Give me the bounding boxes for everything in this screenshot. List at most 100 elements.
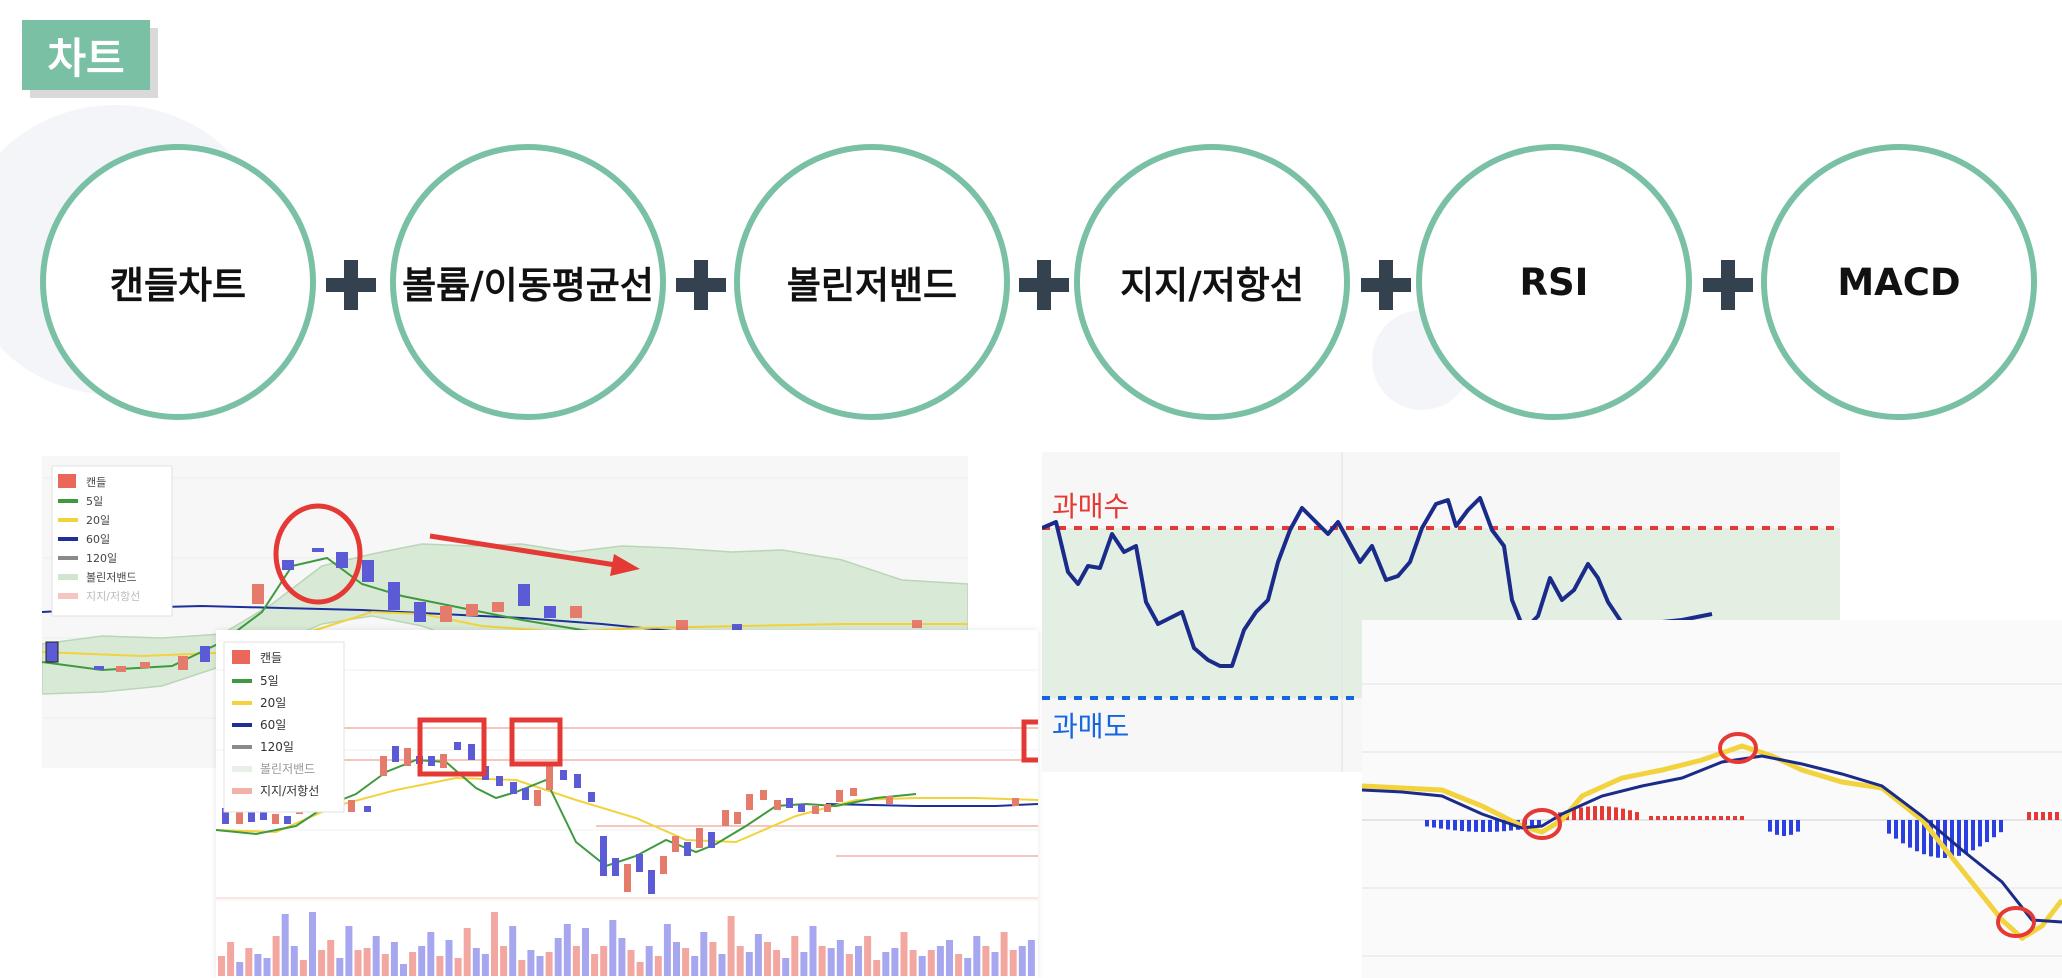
volume-bar [573, 946, 580, 976]
volume-bar [728, 916, 735, 976]
candle [468, 744, 475, 760]
histogram-bar [1775, 820, 1779, 835]
legend-label: 5일 [86, 494, 103, 508]
indicator-circle-volume-ma: 볼륨/이동평균선 [390, 144, 666, 420]
candle [786, 798, 793, 808]
histogram-bar [1978, 820, 1982, 846]
volume-bar [291, 946, 298, 976]
histogram-bar [1453, 820, 1457, 830]
histogram-bar [1495, 820, 1499, 832]
candle [46, 642, 58, 662]
histogram-bar [1887, 820, 1891, 834]
histogram-bar [1733, 816, 1737, 820]
indicator-circle-rsi: RSI [1416, 144, 1692, 420]
volume-bar [664, 924, 671, 976]
volume-bar [446, 940, 453, 976]
volume-bar [682, 948, 689, 976]
legend-label: 캔들 [86, 476, 106, 489]
legend-label: 120일 [86, 551, 117, 565]
volume-bar [1001, 932, 1008, 976]
candle [388, 582, 400, 610]
volume-bar [646, 946, 653, 976]
volume-bar [582, 928, 589, 976]
histogram-bar [1782, 820, 1786, 836]
histogram-bar [1607, 806, 1611, 820]
volume-bar [1028, 940, 1035, 976]
candle [600, 836, 607, 876]
histogram-bar [1635, 812, 1639, 820]
volume-bar [992, 952, 999, 976]
volume-bar [364, 948, 371, 976]
plus-icon [676, 260, 726, 310]
indicator-circle-macd: MACD [1761, 144, 2037, 420]
volume-bar [655, 956, 662, 976]
candle [912, 620, 922, 628]
candle [612, 858, 619, 876]
volume-bar [546, 952, 553, 976]
volume-bar [600, 946, 607, 976]
histogram-bar [1467, 820, 1471, 832]
histogram-bar [1432, 820, 1436, 828]
candle [440, 606, 452, 622]
volume-bar [273, 936, 280, 976]
volume-bar [245, 948, 252, 976]
candle [696, 828, 703, 848]
volume-bar [309, 912, 316, 976]
volume-bar [810, 926, 817, 976]
candle [248, 812, 255, 822]
candle [336, 552, 348, 568]
candle [588, 792, 595, 802]
volume-bar [409, 952, 416, 976]
volume-bar [882, 952, 889, 976]
plus-icon [1361, 260, 1411, 310]
candle [544, 606, 556, 618]
histogram-bar [1586, 807, 1590, 820]
volume-bar [946, 940, 953, 976]
legend-label: 20일 [86, 513, 110, 527]
histogram-bar [1915, 820, 1919, 851]
candle [1012, 798, 1019, 806]
candle [570, 606, 582, 618]
candle [886, 796, 893, 804]
candle [636, 854, 643, 872]
candle-volume-chart-panel: 캔들 5일 20일 60일 120일 볼린저밴드 지지/저항선 [216, 630, 1038, 978]
volume-bar [345, 926, 352, 976]
histogram-bar [1663, 816, 1667, 820]
histogram-bar [1712, 816, 1716, 820]
candle [574, 774, 581, 788]
section-title: 차트 [22, 20, 150, 90]
legend-label: 60일 [260, 718, 286, 732]
volume-bar [837, 940, 844, 976]
volume-bar [891, 948, 898, 976]
histogram-bar [1670, 816, 1674, 820]
legend-label: 5일 [260, 674, 279, 688]
candle [414, 602, 426, 622]
candle [364, 806, 371, 812]
legend-label: 볼린저밴드 [86, 571, 137, 584]
candle [518, 584, 530, 606]
histogram-bar [1481, 820, 1485, 832]
histogram-bar [1460, 820, 1464, 831]
candle [392, 746, 399, 762]
volume-bar [609, 920, 616, 976]
candle [722, 810, 729, 826]
volume-bar [382, 954, 389, 976]
volume-bar [1019, 946, 1026, 976]
histogram-bar [1691, 816, 1695, 820]
histogram-bar [1600, 806, 1604, 820]
volume-bar [719, 954, 726, 976]
volume-bar [327, 940, 334, 976]
candle [798, 804, 805, 812]
histogram-bar [2055, 812, 2059, 820]
candle [178, 656, 188, 670]
histogram-bar [2048, 812, 2052, 820]
histogram-bar [1789, 820, 1793, 835]
volume-bar [473, 948, 480, 976]
candle [684, 842, 691, 856]
histogram-bar [1908, 820, 1912, 848]
indicator-circle-support-resistance: 지지/저항선 [1074, 144, 1350, 420]
candle [94, 666, 104, 670]
volume-bar [591, 954, 598, 976]
histogram-bar [1425, 820, 1429, 826]
volume-bar [737, 946, 744, 976]
